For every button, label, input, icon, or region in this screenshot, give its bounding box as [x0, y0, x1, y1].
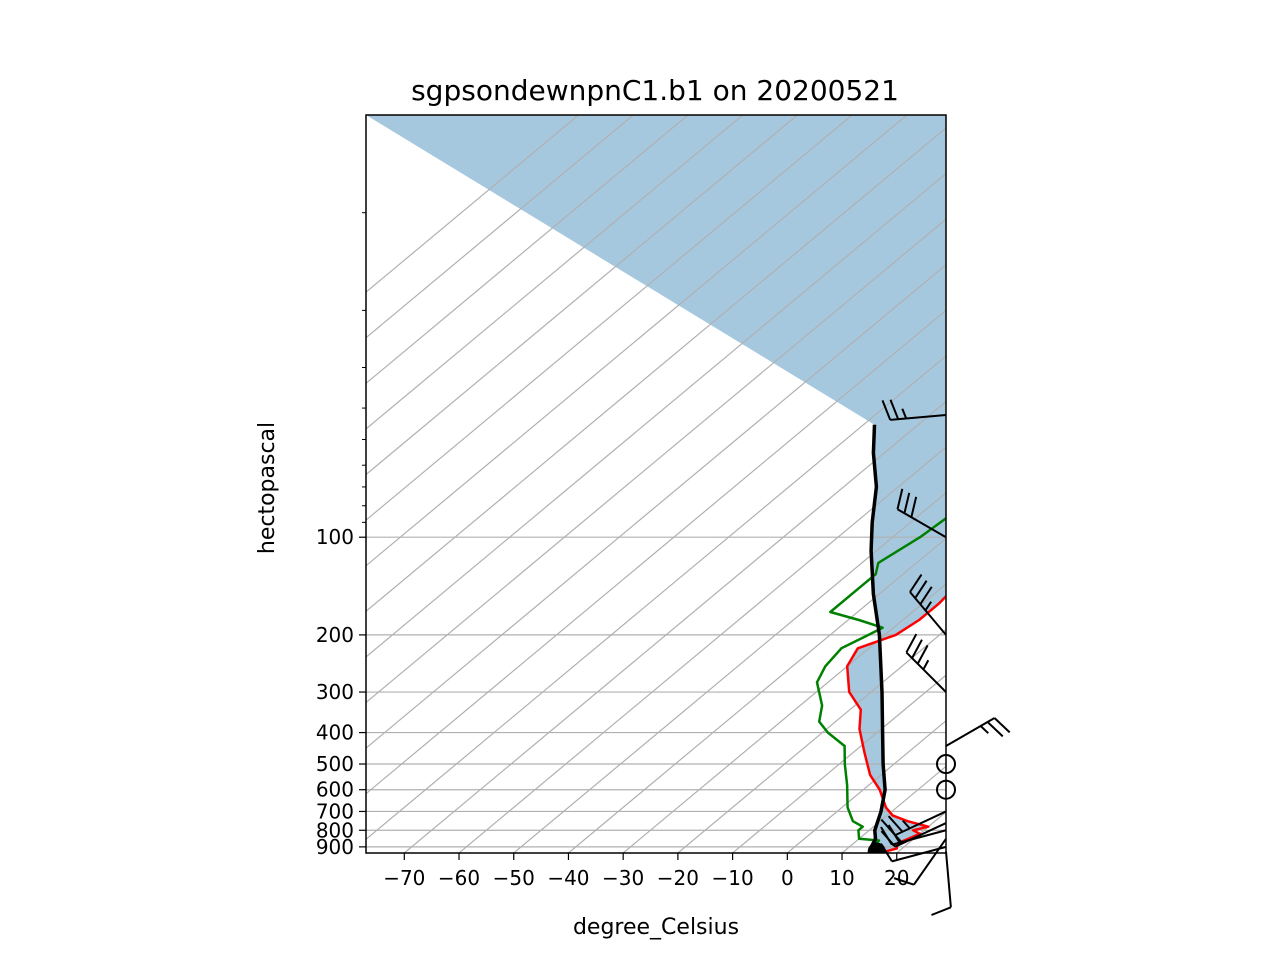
isotherm-line: [513, 491, 946, 853]
wind-barb-column: [880, 399, 1011, 916]
axis-layer: −70 −60 −50 −40 −30 −20 −10 0 10 2010020030040050…: [316, 212, 909, 890]
series-layer: [815, 424, 946, 853]
y-tick-label: 300: [316, 680, 354, 704]
x-axis-label: degree_Celsius: [573, 915, 739, 940]
y-tick-label: 500: [316, 752, 354, 776]
isotherm-line: [366, 115, 798, 476]
wind-barb: [945, 717, 1011, 747]
cape-fill-area: [366, 115, 946, 853]
isotherm-line: [366, 127, 946, 613]
wind-barb: [880, 810, 947, 837]
y-tick-label: 600: [316, 778, 354, 802]
isotherm-line: [366, 115, 689, 385]
wind-barb: [931, 851, 952, 916]
y-axis-label: hectopascal: [255, 422, 280, 554]
x-tick-label: −30: [602, 866, 644, 890]
wind-barb: [909, 573, 947, 636]
x-tick-label: −60: [438, 866, 480, 890]
y-tick-label: 200: [316, 623, 354, 647]
wind-barb: [880, 843, 947, 863]
isotherm-line: [458, 446, 946, 853]
wind-barb: [881, 399, 947, 421]
wind-barb: [905, 633, 947, 693]
wind-barb: [936, 779, 956, 800]
y-tick-label: 800: [316, 818, 354, 842]
x-tick-label: −50: [493, 866, 535, 890]
isotherm-line: [366, 264, 946, 749]
isotherm-line: [366, 172, 946, 658]
wind-barb: [896, 488, 947, 539]
isotherm-line: [786, 719, 946, 853]
isotherm-line: [366, 355, 946, 841]
x-tick-label: −70: [383, 866, 425, 890]
y-tick-label: 400: [316, 721, 354, 745]
isotherm-line: [366, 115, 908, 567]
isotherm-line: [403, 400, 946, 853]
isotherm-line: [366, 115, 744, 430]
x-tick-label: 0: [781, 866, 794, 890]
isotherm-line: [366, 309, 946, 795]
x-tick-label: 10: [829, 866, 854, 890]
isotherm-line: [622, 583, 946, 853]
isotherm-line: [366, 218, 946, 704]
chart-title: sgpsondewnpnC1.b1 on 20200521: [411, 74, 899, 107]
isotherm-line: [366, 115, 634, 339]
y-tick-label: 700: [316, 799, 354, 823]
grid-layer: [366, 115, 946, 853]
wind-barb: [936, 754, 956, 775]
y-tick-label: 900: [316, 835, 354, 859]
plot-frame: [365, 114, 947, 854]
dewpoint-line: [815, 516, 946, 853]
x-tick-label: −10: [711, 866, 753, 890]
y-tick-label: 100: [316, 525, 354, 549]
x-tick-label: −20: [657, 866, 699, 890]
isotherm-line: [732, 674, 946, 853]
temperature-line: [845, 594, 946, 853]
isotherm-line: [366, 115, 853, 521]
parcel-profile-line: [869, 424, 887, 853]
x-tick-label: −40: [547, 866, 589, 890]
isotherm-line: [366, 115, 579, 293]
wind-barb: [893, 838, 947, 886]
plot-area: [366, 115, 946, 853]
isotherm-line: [568, 537, 946, 853]
